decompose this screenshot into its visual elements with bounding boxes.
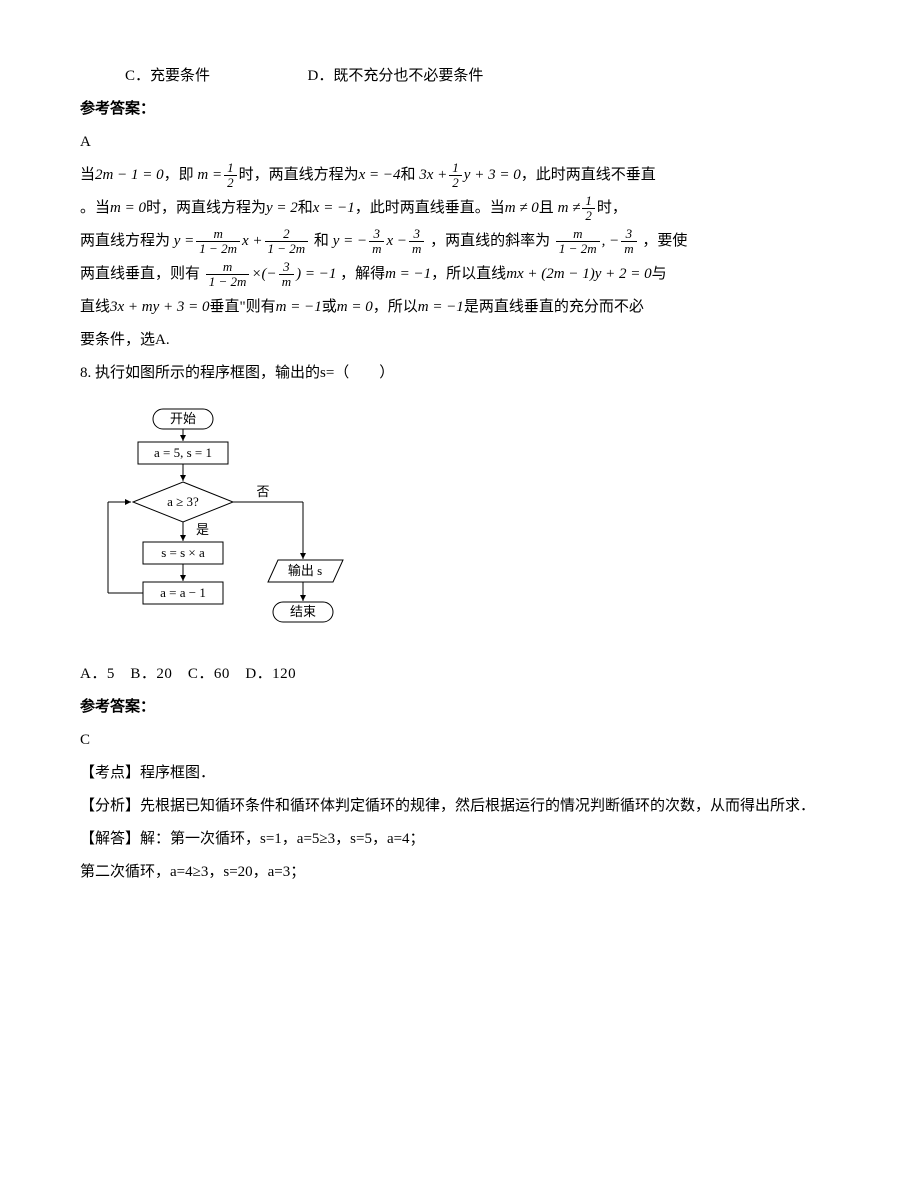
q7-optD: D．既不充分也不必要条件 [308, 68, 484, 84]
q7-optC: C．充要条件 [125, 68, 210, 84]
q8-kaodian: 【考点】程序框图． [80, 757, 840, 790]
flowchart-yes-label: 是 [196, 522, 209, 537]
flowchart-end-label: 结束 [290, 604, 316, 619]
q7-expl-6: 要条件，选A. [80, 324, 840, 357]
q7-answer-label: 参考答案： [80, 93, 840, 126]
q7-expl-2: 。当m = 0时，两直线方程为y = 2和x = −1，此时两直线垂直。当m ≠… [80, 192, 840, 225]
flowchart-output-label: 输出 s [288, 563, 322, 578]
q7-expl-3: 两直线方程为 y =m1 − 2mx +21 − 2m 和 y = −3mx −… [80, 225, 840, 258]
flowchart-start-label: 开始 [170, 411, 196, 426]
q8-flowchart: 开始 a = 5, s = 1 a ≥ 3? 是 否 s = s × a a =… [80, 396, 376, 652]
q7-expl-5: 直线3x + my + 3 = 0垂直"则有m = −1或m = 0，所以m =… [80, 291, 840, 324]
flowchart-no-label: 否 [256, 484, 269, 499]
flowchart-init-label: a = 5, s = 1 [154, 445, 212, 460]
q7-expl-4: 两直线垂直，则有 m1 − 2m×(−3m) = −1 ，解得m = −1，所以… [80, 258, 840, 291]
q8-stem: 8. 执行如图所示的程序框图，输出的s=（ ） [80, 357, 840, 390]
q7-option-line: C．充要条件 D．既不充分也不必要条件 [80, 60, 840, 93]
q7-expl-1: 当2m − 1 = 0，即 m =12时，两直线方程为x = −4和 3x +1… [80, 159, 840, 192]
q7-answer: A [80, 126, 840, 159]
flowchart-step2-label: a = a − 1 [160, 585, 206, 600]
flowchart-step1-label: s = s × a [161, 545, 205, 560]
q8-fenxi: 【分析】先根据已知循环条件和循环体判定循环的规律，然后根据运行的情况判断循环的次… [80, 790, 840, 823]
q8-answer: C [80, 724, 840, 757]
q8-jieda-2: 第二次循环，a=4≥3，s=20，a=3； [80, 856, 840, 889]
flowchart-cond-label: a ≥ 3? [167, 494, 199, 509]
q8-options: A．5 B．20 C．60 D．120 [80, 658, 840, 691]
q8-jieda-1: 【解答】解：第一次循环，s=1，a=5≥3，s=5，a=4； [80, 823, 840, 856]
q8-answer-label: 参考答案： [80, 691, 840, 724]
